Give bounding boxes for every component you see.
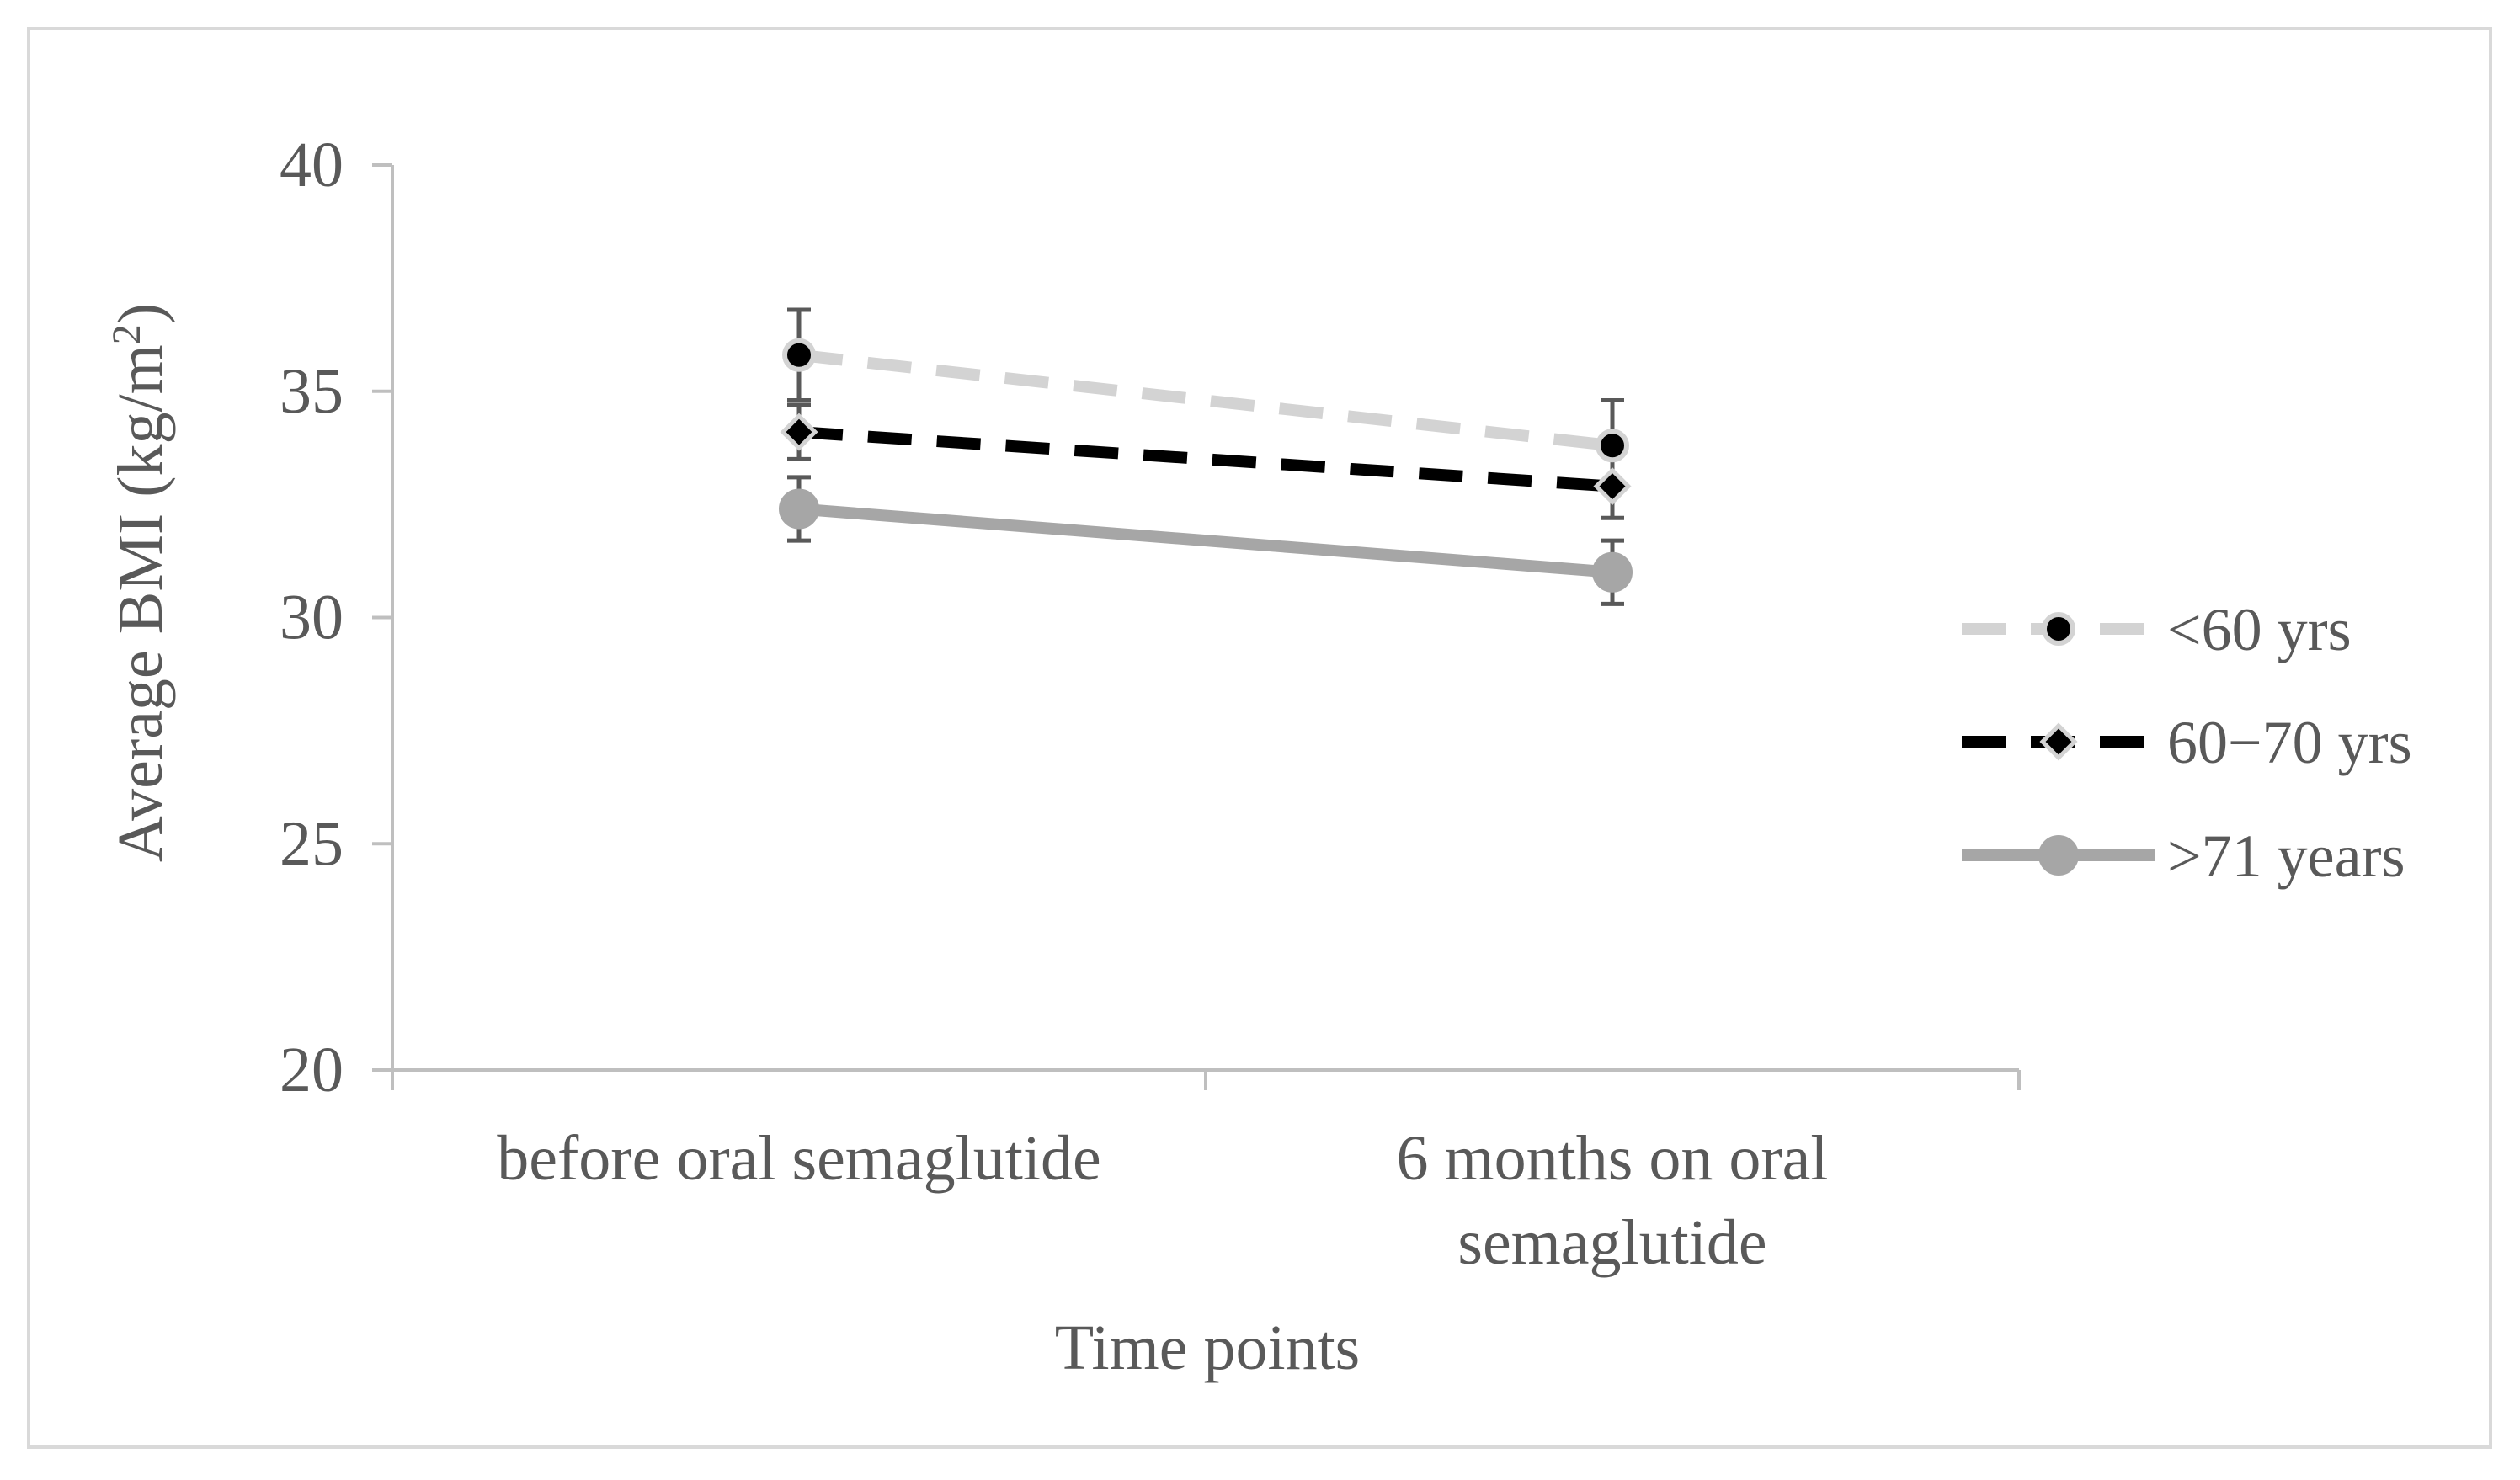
series-line: [798, 503, 1613, 578]
x-tick-label-line: 6 months on oral: [1397, 1123, 1829, 1194]
legend-marker: [2038, 835, 2079, 876]
legend: <60 yrs 60−70 yrs >71 years: [1962, 596, 2412, 890]
data-point: [782, 338, 816, 372]
x-tick-label-line: before oral semaglutide: [497, 1123, 1100, 1194]
data-point: [1596, 429, 1629, 463]
x-tick-label-line: semaglutide: [1457, 1207, 1766, 1278]
legend-label: <60 yrs: [2167, 596, 2352, 663]
y-axis-title-close: ): [105, 303, 176, 324]
legend-marker: [2042, 612, 2075, 646]
data-point: [1592, 551, 1633, 593]
legend-label: >71 years: [2167, 823, 2405, 890]
axes: [372, 163, 2021, 1090]
legend-label: 60−70 yrs: [2167, 709, 2412, 776]
y-tick-label: 30: [280, 583, 344, 653]
x-tick-labels: before oral semaglutide 6 months on oral s…: [497, 1123, 1828, 1278]
legend-marker: [2039, 722, 2078, 761]
y-tick-label: 40: [280, 130, 344, 200]
data-point: [779, 488, 819, 530]
x-tick-label: before oral semaglutide: [497, 1123, 1100, 1194]
series-lines: [798, 349, 1613, 578]
x-axis-title: Time points: [1055, 1312, 1361, 1383]
chart-frame: [27, 27, 2492, 1449]
data-point: [1593, 467, 1632, 506]
y-axis-title: Average BMI (kg/m2): [104, 303, 176, 862]
y-tick-label: 25: [280, 808, 344, 879]
y-axis-title-superscript: 2: [104, 324, 149, 344]
x-tick-label: 6 months on oral semaglutide: [1397, 1123, 1829, 1278]
y-tick-labels: 20 25 30 35 40: [280, 130, 344, 1105]
data-point: [780, 413, 818, 451]
data-markers: [779, 338, 1633, 593]
y-tick-label: 35: [280, 356, 344, 427]
y-tick-label: 20: [280, 1035, 344, 1105]
y-axis-title-main: Average BMI (kg/m: [105, 344, 176, 862]
